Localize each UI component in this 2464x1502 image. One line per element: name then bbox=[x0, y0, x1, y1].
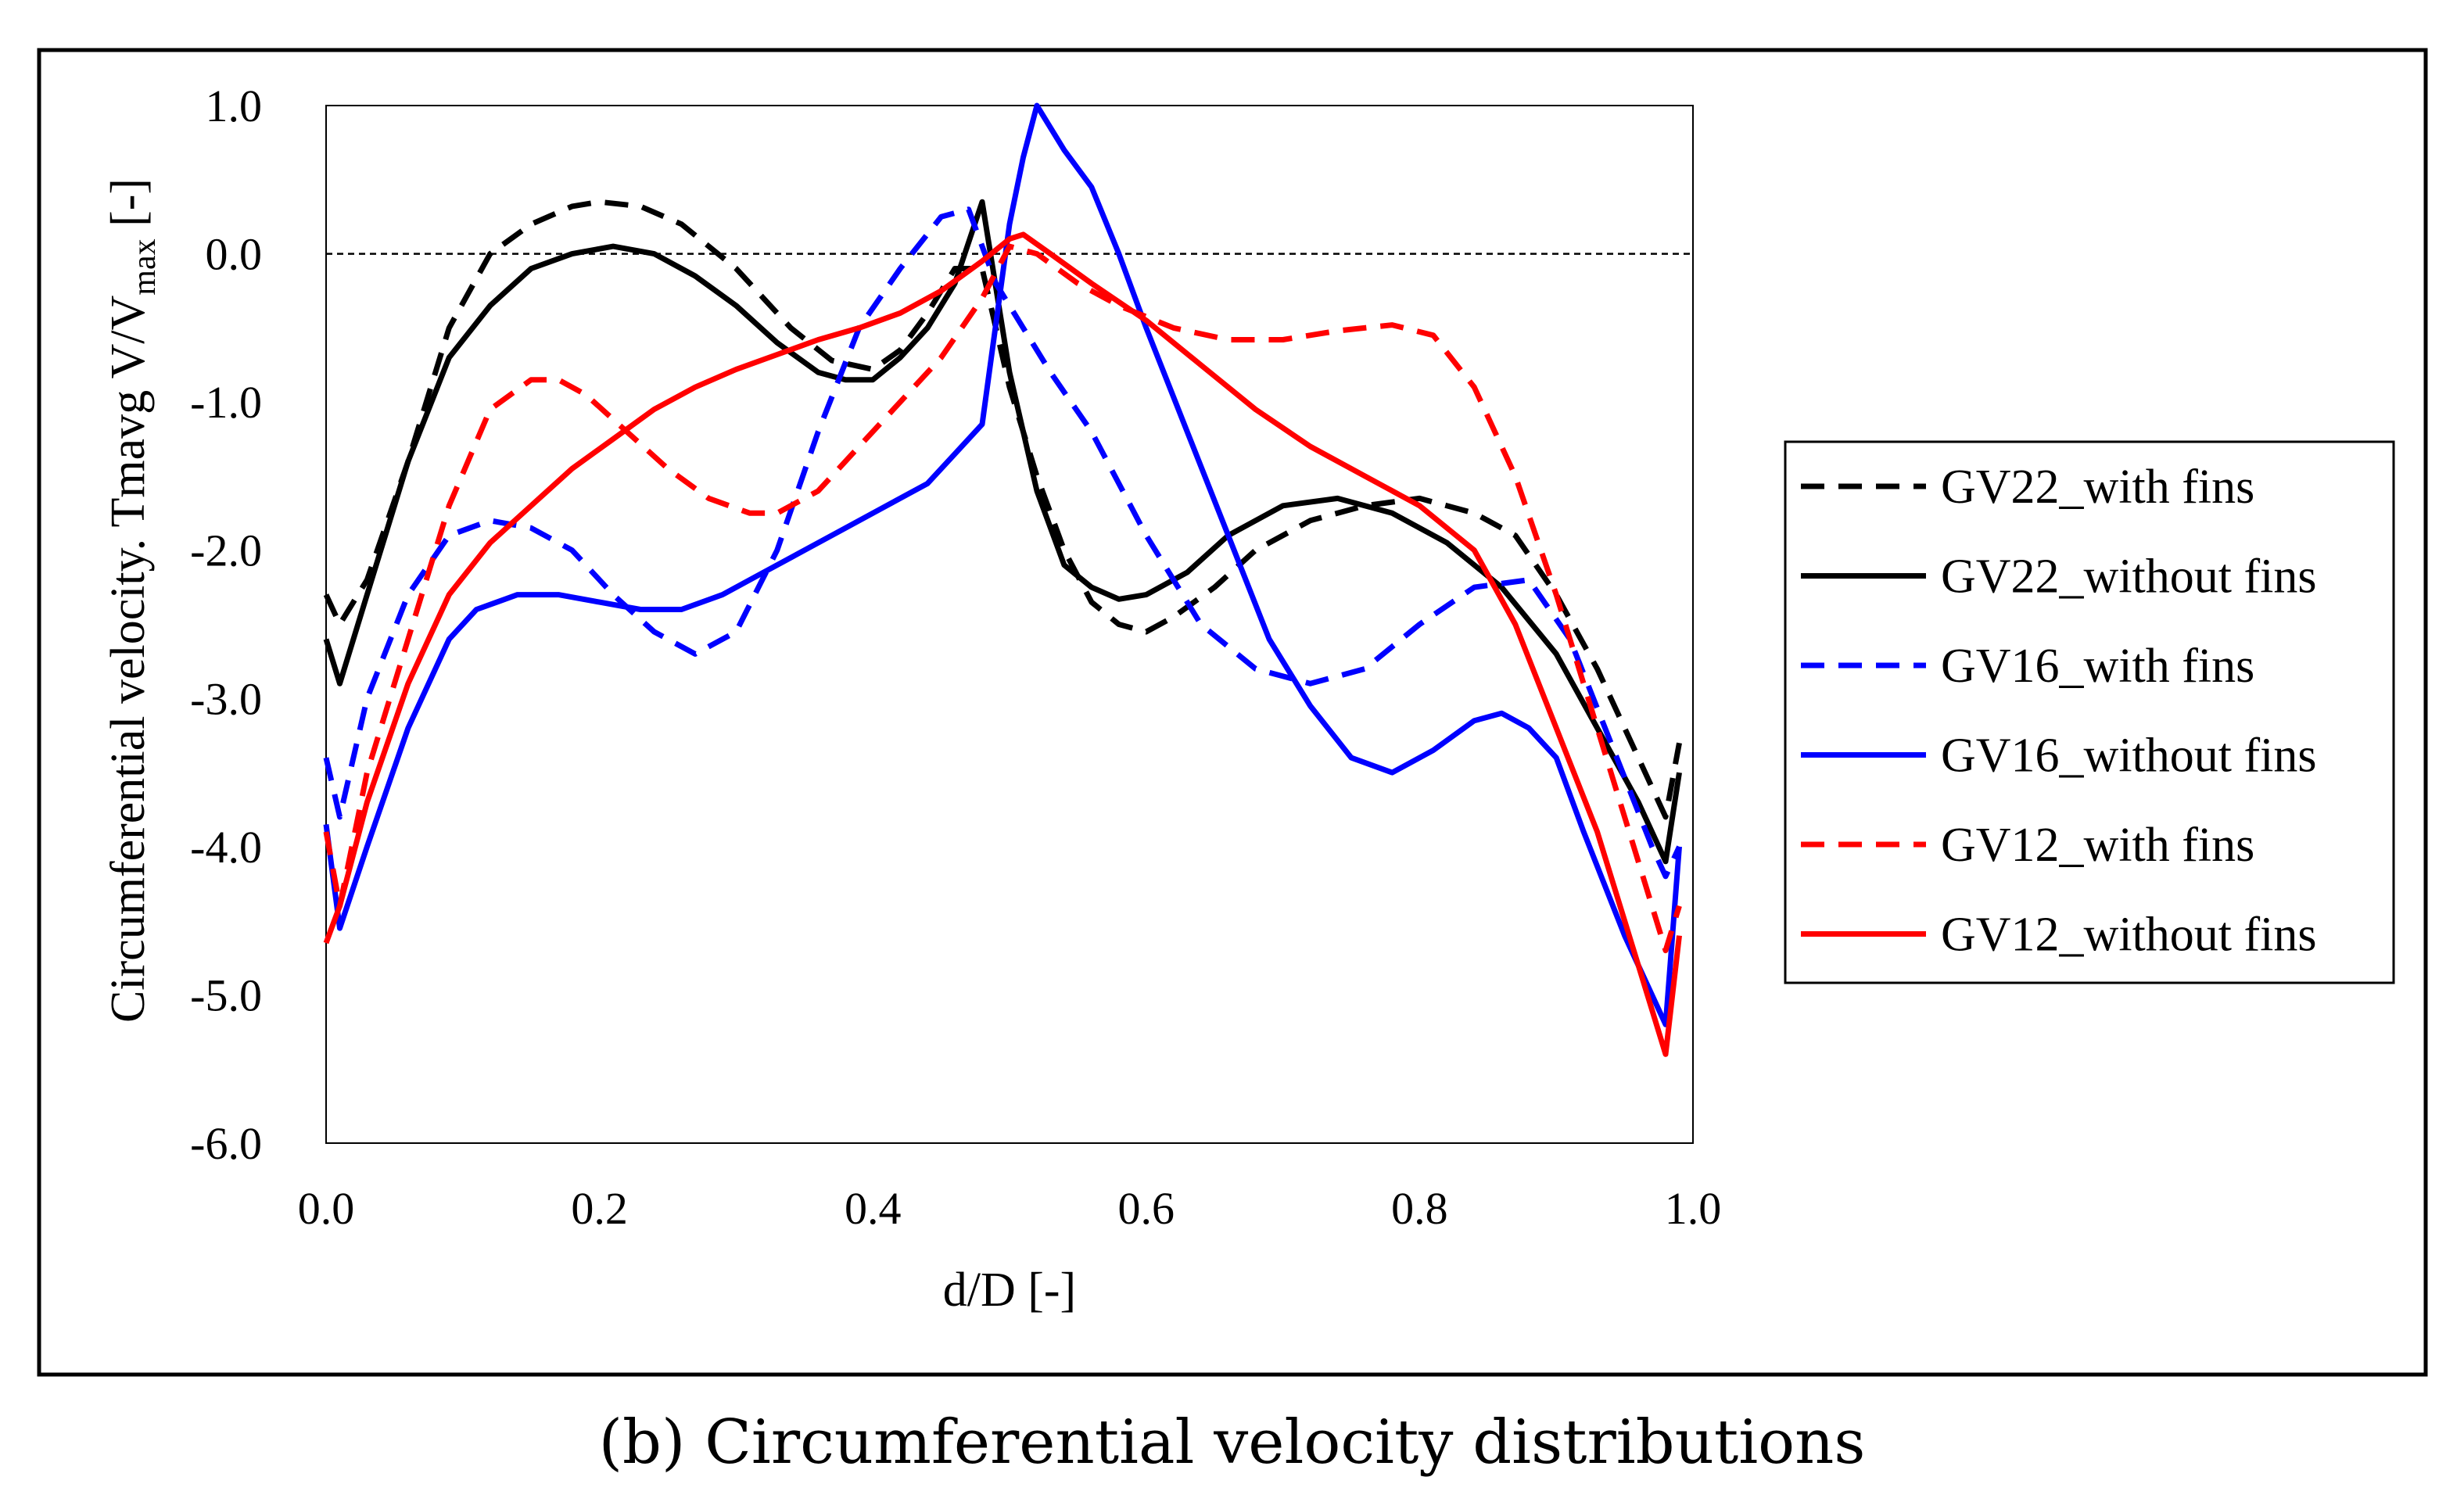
y-tick-label: 1.0 bbox=[206, 81, 263, 131]
plot-area bbox=[325, 105, 1694, 1144]
x-tick-label: 0.8 bbox=[1391, 1183, 1448, 1234]
y-tick-label: -3.0 bbox=[190, 673, 262, 724]
x-tick-label: 0.6 bbox=[1118, 1183, 1175, 1234]
legend: GV22_with fins GV22_without fins GV16_with… bbox=[1801, 461, 2317, 962]
y-axis-label-main: Circumferential velocity. Tmavg V/V bbox=[102, 295, 155, 1023]
series-line-3 bbox=[323, 206, 1682, 880]
y-axis-label-unit: [-] bbox=[102, 178, 155, 238]
y-axis-label: Circumferential velocity. Tmavg V/Vmax [… bbox=[102, 178, 163, 1023]
figure-frame bbox=[37, 48, 2428, 1377]
y-tick-label: -6.0 bbox=[190, 1118, 262, 1169]
y-tick-label: -2.0 bbox=[190, 525, 262, 576]
legend-label: GV22_with fins bbox=[1941, 461, 2254, 514]
legend-label: GV12_with fins bbox=[1941, 819, 2254, 872]
series-line-2 bbox=[323, 199, 1682, 865]
figure-caption: (b) Circumferential velocity distributio… bbox=[598, 1407, 1866, 1478]
y-tick-label: 0.0 bbox=[206, 229, 263, 280]
series-line-4 bbox=[323, 102, 1682, 1027]
legend-label: GV22_without fins bbox=[1941, 550, 2317, 604]
y-tick-label: -4.0 bbox=[190, 822, 262, 873]
y-tick-labels: 1.0 0.0 -1.0 -2.0 -3.0 -4.0 -5.0 -6.0 bbox=[190, 81, 262, 1169]
legend-box bbox=[1784, 440, 2395, 984]
y-tick-label: -5.0 bbox=[190, 970, 262, 1020]
y-tick-label: -1.0 bbox=[190, 377, 262, 428]
series-group bbox=[323, 102, 1682, 1057]
legend-label: GV16_with fins bbox=[1941, 640, 2254, 693]
y-axis-label-subscript: max bbox=[127, 238, 163, 295]
x-tick-label: 0.0 bbox=[298, 1183, 355, 1234]
x-tick-label: 1.0 bbox=[1665, 1183, 1722, 1234]
x-tick-labels: 0.0 0.2 0.4 0.6 0.8 1.0 bbox=[298, 1183, 1722, 1234]
x-axis-label: d/D [-] bbox=[943, 1264, 1076, 1317]
x-tick-label: 0.4 bbox=[845, 1183, 902, 1234]
x-tick-label: 0.2 bbox=[571, 1183, 628, 1234]
legend-label: GV12_without fins bbox=[1941, 909, 2317, 962]
legend-label: GV16_without fins bbox=[1941, 729, 2317, 783]
series-line-6 bbox=[323, 231, 1682, 1057]
